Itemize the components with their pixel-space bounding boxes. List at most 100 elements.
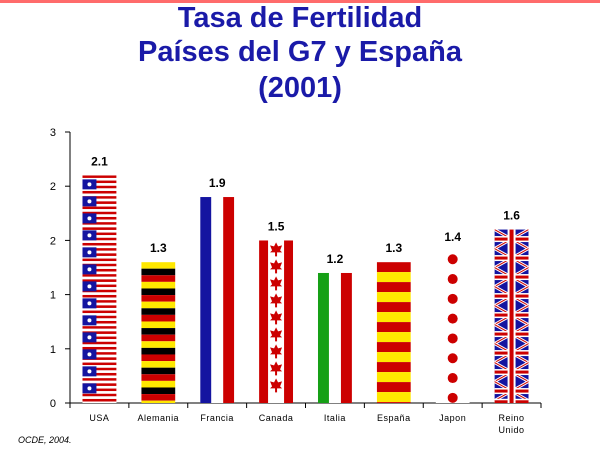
flag-stripe (376, 322, 411, 333)
data-label: 1.2 (327, 252, 344, 266)
flag-stripe (82, 398, 117, 402)
flag-stripe (82, 385, 117, 389)
flag-stripe (141, 367, 176, 375)
flag-stripe (376, 312, 411, 323)
flag-stripe (376, 262, 411, 273)
flag-stripe (82, 315, 117, 319)
flag-stripe (141, 268, 176, 276)
flag-stripe (82, 328, 117, 332)
flag-stripe (82, 193, 117, 197)
x-tick-label: Japon (439, 413, 466, 423)
flag-star (87, 386, 92, 391)
flag-stripe (82, 344, 117, 347)
maple-leaf-icon (270, 310, 283, 325)
x-tick-label: Alemania (138, 413, 180, 423)
flag-stripe (82, 229, 117, 233)
flag-disc (447, 333, 458, 344)
flag-stripe (82, 362, 117, 366)
flag-stripe (82, 388, 117, 392)
flag-red-band (340, 272, 352, 403)
bar-francia (200, 197, 235, 403)
flag-stripe (82, 367, 117, 371)
flag-stripe (141, 288, 176, 296)
flag-stripe (82, 206, 117, 210)
flag-stripe (376, 372, 411, 383)
maple-leaf-icon (270, 361, 283, 376)
flag-stripe (82, 326, 117, 329)
flag-stripe (82, 190, 117, 194)
y-tick-label: 0 (50, 398, 56, 410)
flag-stripe (82, 289, 117, 293)
flag-stripe (82, 333, 117, 337)
flag-stripe (82, 235, 117, 238)
flag-stripe (141, 308, 176, 315)
flag-stripe (82, 198, 117, 202)
x-tick-label: Canada (259, 413, 294, 423)
flag-star (87, 233, 92, 238)
data-label: 1.3 (385, 241, 402, 255)
flag-stripe (82, 258, 117, 262)
flag-disc (447, 392, 458, 403)
flag-stripe (82, 209, 117, 212)
flag-stripe (82, 203, 117, 207)
flag-stripe (82, 183, 117, 186)
flag-stripe (141, 321, 176, 329)
flag-stripe (82, 219, 117, 223)
flag-stripe (82, 177, 117, 181)
flag-stripe (82, 365, 117, 368)
y-tick-label: 1 (50, 290, 56, 302)
flag-stripe (82, 305, 117, 308)
flag-stripe (82, 248, 117, 251)
flag-stripe (82, 240, 117, 243)
data-label: 1.3 (150, 241, 167, 255)
flag-stripe (82, 323, 117, 327)
data-label: 1.9 (209, 176, 226, 190)
flag-stripe (82, 185, 117, 189)
flag-stripe (376, 272, 411, 283)
bar-españa (376, 262, 411, 403)
data-label: 1.6 (503, 209, 520, 223)
y-tick-label: 1 (50, 344, 56, 356)
flag-star (87, 352, 92, 357)
flag-stripe (82, 302, 117, 306)
y-tick-label: 2 (50, 181, 56, 193)
flag-stripe (82, 297, 117, 301)
flag-star (87, 318, 92, 323)
flag-stripe (82, 320, 117, 324)
flag-stripe (82, 253, 117, 256)
flag-stripe (82, 310, 117, 314)
flag-stripe (141, 275, 176, 282)
flag-stripe (376, 342, 411, 353)
flag-stripe (376, 362, 411, 373)
flag-stripe (82, 313, 117, 316)
flag-stripe (376, 382, 411, 393)
flag-blue-band (200, 197, 212, 403)
data-label: 2.1 (91, 154, 108, 168)
x-tick-label: Reino (499, 413, 525, 423)
bar-usa (82, 175, 117, 403)
flag-stripe (82, 383, 117, 386)
y-tick-label: 3 (50, 127, 56, 139)
flag-stripe (82, 300, 117, 303)
flag-stripe (141, 354, 176, 362)
bar-japon (435, 251, 470, 403)
flag-stripe (141, 374, 176, 381)
flag-stripe (82, 276, 117, 280)
flag-stripe (82, 294, 117, 298)
flag-stripe (82, 354, 117, 358)
flag-star (87, 335, 92, 340)
flag-stripe (82, 341, 117, 345)
flag-stripe (376, 292, 411, 303)
flag-star (87, 284, 92, 289)
flag-stripe (82, 349, 117, 353)
flag-stripe (82, 292, 117, 295)
maple-leaf-icon (270, 344, 283, 359)
x-tick-label: Francia (200, 413, 234, 423)
flag-stripe (376, 402, 411, 403)
flag-stripe (141, 262, 176, 269)
flag-stripe (82, 281, 117, 285)
flag-green-band (317, 272, 329, 403)
maple-leaf-icon (270, 276, 283, 291)
flag-star (87, 267, 92, 272)
